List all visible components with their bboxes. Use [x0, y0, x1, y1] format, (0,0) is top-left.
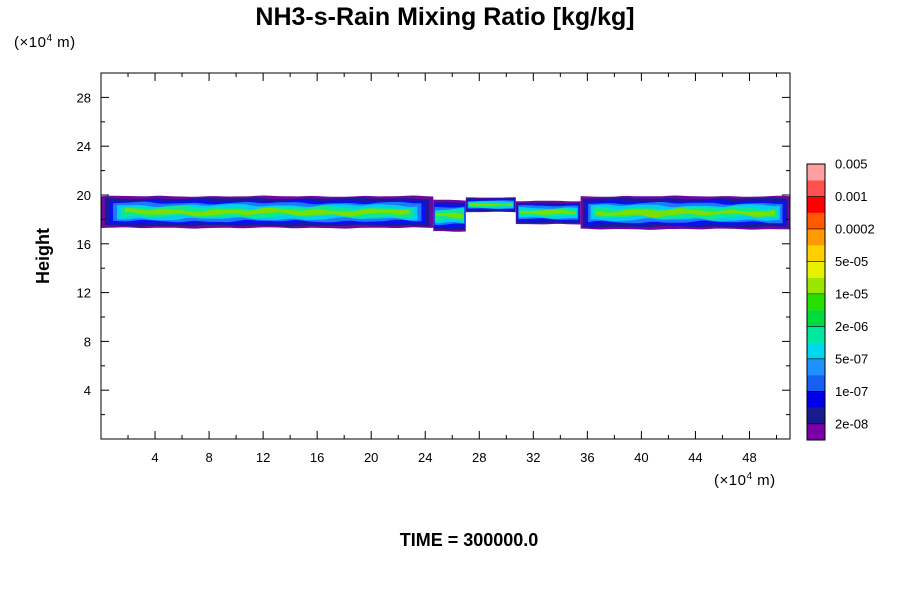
x-unit-suffix: m)	[752, 472, 776, 489]
x-axis-unit: (×104 m)	[714, 471, 776, 489]
contour-band	[595, 208, 775, 218]
y-tick-label: 4	[84, 383, 91, 398]
contour-band	[124, 207, 410, 217]
x-tick-label: 4	[151, 450, 158, 465]
contour-band	[435, 212, 464, 219]
chart-title: NH3-s-Rain Mixing Ratio [kg/kg]	[255, 3, 635, 31]
colorbar-swatch	[807, 164, 825, 181]
y-tick-label: 20	[77, 188, 91, 203]
contour-band	[520, 209, 576, 215]
y-axis-title: Height	[33, 228, 53, 284]
colorbar-swatch	[807, 245, 825, 262]
y-tick-label: 12	[77, 286, 91, 301]
y-tick-label: 24	[77, 139, 91, 154]
colorbar-label: 0.0002	[835, 221, 875, 236]
y-axis-unit: (×104 m)	[14, 33, 76, 51]
x-unit-exponent: 4	[746, 471, 753, 482]
colorbar-label: 2e-06	[835, 319, 868, 334]
colorbar-swatch	[807, 277, 825, 295]
colorbar-label: 2e-08	[835, 416, 868, 431]
x-tick-label: 48	[742, 450, 756, 465]
x-unit-prefix: (×10	[714, 472, 747, 489]
x-tick-label: 12	[256, 450, 270, 465]
colorbar-label: 0.005	[835, 157, 868, 172]
y-tick-label: 8	[84, 334, 91, 349]
mixing-ratio-field	[101, 195, 790, 232]
y-axis-title-group: Height	[33, 228, 53, 284]
y-tick-label: 16	[77, 237, 91, 252]
colorbar-swatch	[807, 196, 825, 213]
colorbar-swatch	[807, 261, 825, 278]
contour-band	[469, 203, 513, 206]
colorbar-label: 1e-05	[835, 286, 868, 301]
colorbar-swatch	[807, 375, 825, 392]
colorbar-swatch	[807, 180, 825, 197]
colorbar: 2e-08 1e-07 5e-07 2e-06 1e-05 5e-05 0.0002 0.00…	[806, 157, 875, 441]
y-unit-suffix: m)	[52, 34, 76, 51]
time-footer: TIME = 300000.0	[399, 530, 539, 550]
colorbar-swatch	[807, 407, 825, 424]
colorbar-swatch	[807, 358, 825, 376]
colorbar-swatch	[807, 423, 825, 441]
x-tick-label: 32	[526, 450, 540, 465]
colorbar-label: 5e-07	[835, 351, 868, 366]
colorbar-swatch	[807, 310, 825, 327]
colorbar-swatch	[807, 293, 825, 311]
colorbar-swatch	[807, 391, 825, 408]
y-unit-exponent: 4	[46, 33, 53, 44]
y-unit-prefix: (×10	[14, 34, 47, 51]
colorbar-swatch	[807, 212, 825, 230]
x-tick-label: 40	[634, 450, 648, 465]
x-tick-label: 8	[205, 450, 212, 465]
colorbar-swatch	[807, 342, 825, 360]
y-tick-label: 28	[77, 90, 91, 105]
colorbar-label: 0.001	[835, 189, 868, 204]
colorbar-label: 5e-05	[835, 254, 868, 269]
colorbar-label: 1e-07	[835, 384, 868, 399]
x-tick-label: 24	[418, 450, 432, 465]
colorbar-swatch	[807, 228, 825, 246]
x-tick-label: 44	[688, 450, 702, 465]
plot-frame	[100, 72, 791, 440]
x-tick-label: 20	[364, 450, 378, 465]
colorbar-swatch	[807, 326, 825, 343]
x-tick-label: 36	[580, 450, 594, 465]
x-tick-label: 28	[472, 450, 486, 465]
x-tick-label: 16	[310, 450, 324, 465]
